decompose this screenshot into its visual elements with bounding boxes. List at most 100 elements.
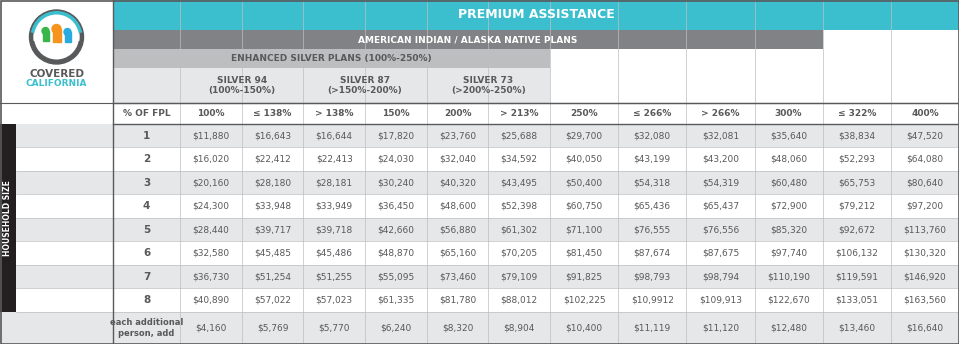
Text: $54,319: $54,319 — [702, 178, 739, 187]
Text: $40,890: $40,890 — [193, 296, 229, 305]
Bar — [16, 194, 959, 218]
Bar — [0, 312, 959, 344]
Text: $92,672: $92,672 — [838, 225, 876, 234]
Text: $98,793: $98,793 — [634, 272, 671, 281]
Text: $5,769: $5,769 — [257, 323, 289, 332]
Text: $45,486: $45,486 — [316, 249, 353, 258]
Text: 300%: 300% — [775, 109, 803, 118]
Text: $24,030: $24,030 — [378, 155, 414, 164]
Text: $6,240: $6,240 — [381, 323, 411, 332]
Circle shape — [52, 24, 61, 33]
Text: 6: 6 — [143, 248, 151, 258]
Text: $13,460: $13,460 — [838, 323, 876, 332]
Text: $65,753: $65,753 — [838, 178, 876, 187]
Bar — [113, 30, 823, 49]
Text: $106,132: $106,132 — [835, 249, 878, 258]
Text: $76,555: $76,555 — [634, 225, 671, 234]
Text: $28,440: $28,440 — [193, 225, 229, 234]
Text: 100%: 100% — [198, 109, 224, 118]
Bar — [16, 218, 959, 241]
Text: $81,780: $81,780 — [439, 296, 477, 305]
Text: each additional
person, add: each additional person, add — [110, 318, 183, 338]
Text: $98,794: $98,794 — [702, 272, 739, 281]
Text: $28,180: $28,180 — [254, 178, 292, 187]
Text: $36,730: $36,730 — [193, 272, 229, 281]
Text: 7: 7 — [143, 272, 151, 282]
Text: $130,320: $130,320 — [903, 249, 947, 258]
Text: ≤ 322%: ≤ 322% — [837, 109, 876, 118]
Text: $73,460: $73,460 — [439, 272, 476, 281]
Bar — [113, 68, 959, 103]
Text: $57,022: $57,022 — [254, 296, 292, 305]
Text: $16,640: $16,640 — [906, 323, 944, 332]
Text: SILVER 73
(>200%-250%): SILVER 73 (>200%-250%) — [451, 76, 526, 95]
Text: HOUSEHOLD SIZE: HOUSEHOLD SIZE — [4, 180, 12, 256]
Bar — [180, 68, 303, 103]
Text: $146,920: $146,920 — [903, 272, 947, 281]
Text: 5: 5 — [143, 225, 151, 235]
Bar — [113, 103, 959, 124]
Text: $32,080: $32,080 — [634, 131, 671, 140]
Circle shape — [34, 14, 79, 60]
Text: ENHANCED SILVER PLANS (100%-250%): ENHANCED SILVER PLANS (100%-250%) — [231, 54, 432, 63]
Text: AMERICAN INDIAN / ALASKA NATIVE PLANS: AMERICAN INDIAN / ALASKA NATIVE PLANS — [358, 35, 577, 44]
Text: > 266%: > 266% — [701, 109, 739, 118]
Text: $109,913: $109,913 — [699, 296, 742, 305]
Bar — [16, 289, 959, 312]
Text: 250%: 250% — [571, 109, 598, 118]
Text: $32,040: $32,040 — [439, 155, 476, 164]
Text: $51,254: $51,254 — [254, 272, 292, 281]
Text: $65,437: $65,437 — [702, 202, 739, 211]
Text: 2: 2 — [143, 154, 151, 164]
Text: $40,320: $40,320 — [439, 178, 476, 187]
Text: $39,718: $39,718 — [316, 225, 353, 234]
Text: $110,190: $110,190 — [767, 272, 810, 281]
Text: 8: 8 — [143, 295, 151, 305]
Text: $57,023: $57,023 — [316, 296, 353, 305]
Circle shape — [30, 10, 83, 64]
Text: $91,825: $91,825 — [566, 272, 602, 281]
Text: 3: 3 — [143, 178, 151, 188]
Bar — [303, 68, 427, 103]
Text: 150%: 150% — [382, 109, 409, 118]
Bar — [53, 29, 60, 42]
Text: $34,592: $34,592 — [501, 155, 538, 164]
Text: $22,412: $22,412 — [254, 155, 291, 164]
Bar — [0, 124, 16, 312]
Text: $60,750: $60,750 — [566, 202, 603, 211]
Text: $87,675: $87,675 — [702, 249, 739, 258]
Text: 1: 1 — [143, 131, 151, 141]
Text: $163,560: $163,560 — [903, 296, 947, 305]
Text: $12,480: $12,480 — [770, 323, 807, 332]
Text: $43,200: $43,200 — [702, 155, 739, 164]
Text: $17,820: $17,820 — [377, 131, 414, 140]
Text: $64,080: $64,080 — [906, 155, 944, 164]
Text: $36,450: $36,450 — [377, 202, 414, 211]
Text: $11,880: $11,880 — [193, 131, 229, 140]
Text: 400%: 400% — [911, 109, 939, 118]
Text: $4,160: $4,160 — [196, 323, 226, 332]
Text: $65,160: $65,160 — [439, 249, 477, 258]
Text: $20,160: $20,160 — [193, 178, 229, 187]
Bar — [113, 0, 959, 30]
Text: % OF FPL: % OF FPL — [123, 109, 171, 118]
Circle shape — [42, 28, 49, 34]
Text: $79,109: $79,109 — [501, 272, 538, 281]
Text: $39,717: $39,717 — [254, 225, 292, 234]
Bar — [64, 32, 71, 42]
Text: $48,600: $48,600 — [439, 202, 476, 211]
Text: $33,948: $33,948 — [254, 202, 292, 211]
Bar — [16, 171, 959, 194]
Text: $85,320: $85,320 — [770, 225, 807, 234]
Text: $97,740: $97,740 — [770, 249, 807, 258]
Text: $42,660: $42,660 — [378, 225, 414, 234]
Text: $16,020: $16,020 — [193, 155, 229, 164]
Text: $72,900: $72,900 — [770, 202, 807, 211]
Wedge shape — [31, 11, 82, 33]
Text: $61,302: $61,302 — [501, 225, 538, 234]
Text: SILVER 94
(100%-150%): SILVER 94 (100%-150%) — [208, 76, 275, 95]
Text: > 138%: > 138% — [315, 109, 354, 118]
Text: $122,670: $122,670 — [767, 296, 810, 305]
Text: $5,770: $5,770 — [318, 323, 350, 332]
Text: $30,240: $30,240 — [378, 178, 414, 187]
